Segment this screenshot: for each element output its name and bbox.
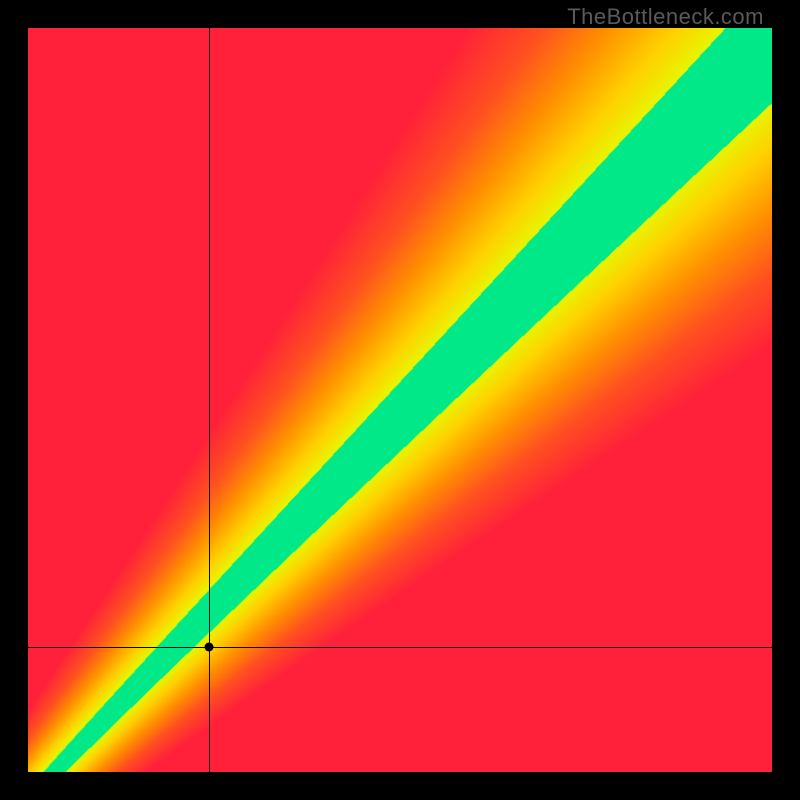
crosshair-horizontal <box>28 647 772 648</box>
crosshair-vertical <box>209 28 210 772</box>
selected-point-marker <box>204 643 213 652</box>
bottleneck-heatmap <box>28 28 772 772</box>
watermark-text: TheBottleneck.com <box>567 4 764 30</box>
plot-area <box>28 28 772 772</box>
